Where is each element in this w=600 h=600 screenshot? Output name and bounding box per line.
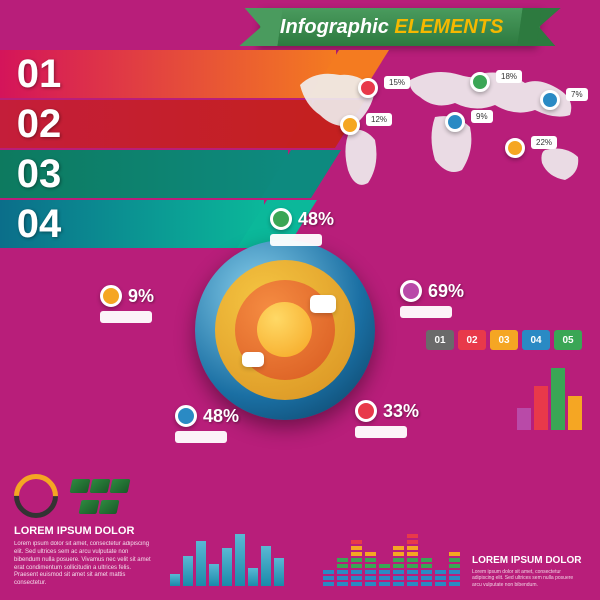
map-pin	[340, 115, 360, 135]
step-pills: 0102030405	[426, 330, 582, 350]
gauge-icon	[14, 474, 58, 518]
callout: 48%	[175, 405, 239, 427]
map-pin	[540, 90, 560, 110]
step-pill: 04	[522, 330, 550, 350]
step-pill: 01	[426, 330, 454, 350]
map-pin	[505, 138, 525, 158]
lorem-body: Lorem ipsum dolor sit amet, consectetur …	[14, 541, 154, 588]
step-pill: 02	[458, 330, 486, 350]
lorem-title: LOREM IPSUM DOLOR	[14, 525, 154, 537]
big-bar-chart	[517, 360, 582, 430]
map-pin	[445, 112, 465, 132]
callout: 33%	[355, 400, 419, 422]
step-pill: 03	[490, 330, 518, 350]
small-bar-chart	[170, 531, 284, 586]
lorem-block: LOREM IPSUM DOLOR Lorem ipsum dolor sit …	[14, 525, 154, 588]
speech-bubble	[310, 295, 336, 313]
world-map	[280, 55, 600, 205]
cubes-icon	[70, 478, 130, 520]
map-pin	[470, 72, 490, 92]
speech-bubble	[242, 352, 264, 367]
callout: 9%	[100, 285, 154, 307]
globe-cutaway	[195, 240, 375, 420]
corner-text: LOREM IPSUM DOLOR Lorem ipsum dolor sit …	[472, 555, 582, 589]
callout: 69%	[400, 280, 464, 302]
map-pin	[358, 78, 378, 98]
title-text: Infographic ELEMENTS	[280, 16, 503, 39]
title-ribbon: Infographic ELEMENTS	[257, 8, 542, 46]
equalizer-chart	[323, 531, 460, 586]
step-pill: 05	[554, 330, 582, 350]
callout: 48%	[270, 208, 334, 230]
